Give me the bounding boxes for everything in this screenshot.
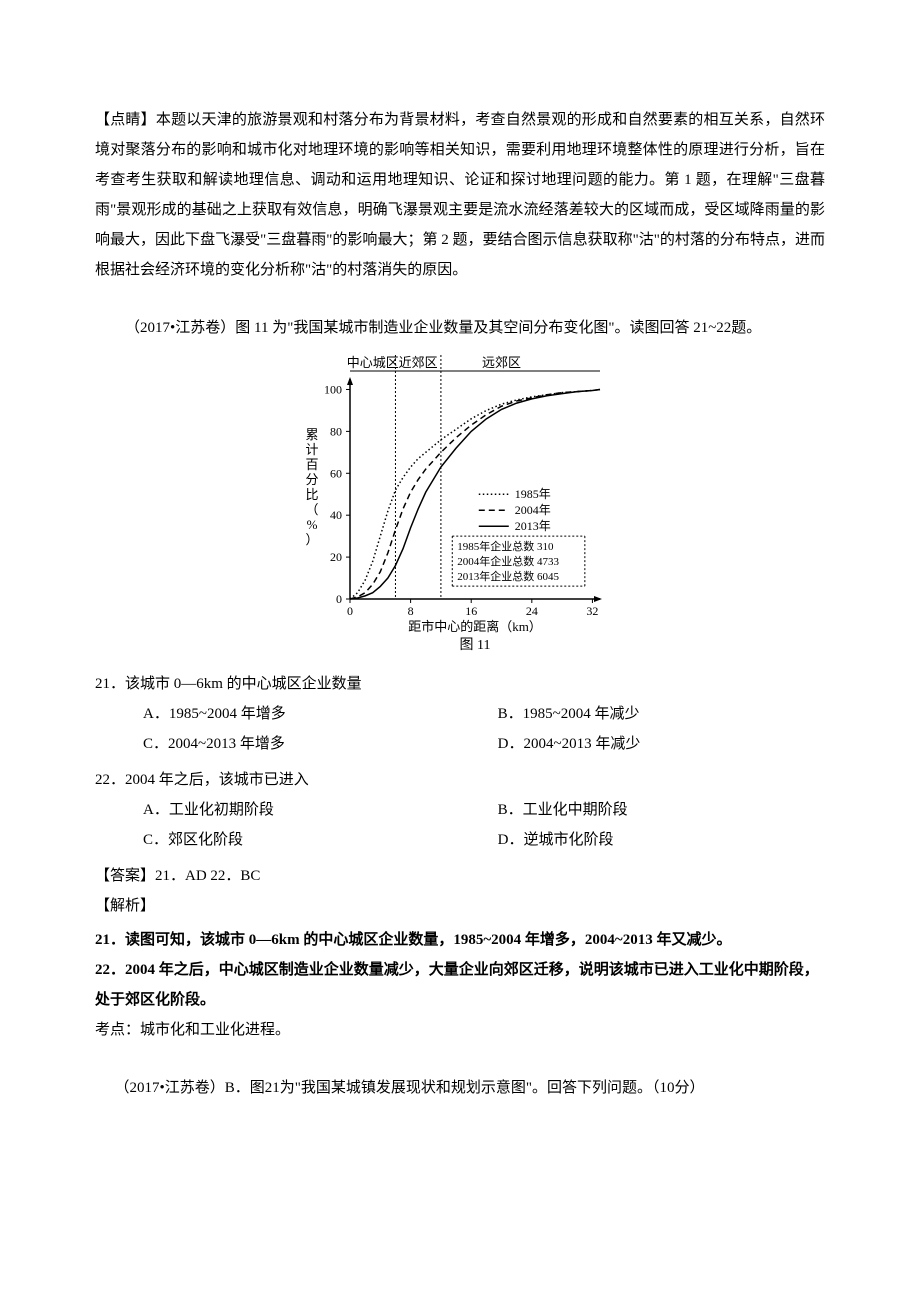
svg-text:40: 40	[330, 508, 342, 522]
question-22-options-row2: C．郊区化阶段 D．逆城市化阶段	[143, 825, 825, 855]
question-22-options-row1: A．工业化初期阶段 B．工业化中期阶段	[143, 795, 825, 825]
q22-option-b: B．工业化中期阶段	[498, 795, 825, 825]
exam-point: 考点：城市化和工业化进程。	[95, 1015, 825, 1045]
svg-text:0: 0	[336, 592, 342, 606]
svg-text:）: ）	[305, 532, 318, 547]
answers: 【答案】21．AD 22．BC	[95, 861, 825, 891]
svg-text:100: 100	[324, 382, 342, 396]
svg-text:比: 比	[305, 487, 318, 502]
commentary-paragraph: 【点睛】本题以天津的旅游景观和村落分布为背景材料，考查自然景观的形成和自然要素的…	[95, 105, 825, 285]
chart-container: 中心城区近郊区 远郊区 0 20 40 60 80 100 0 8 16 24 32 累计百分比（%） 距市…	[95, 351, 825, 661]
svg-text:2004年: 2004年	[515, 503, 551, 517]
svg-text:近郊区: 近郊区	[399, 355, 438, 370]
svg-text:（: （	[305, 502, 318, 517]
question-22-stem: 22．2004 年之后，该城市已进入	[95, 765, 825, 795]
question-21-stem: 21．该城市 0—6km 的中心城区企业数量	[95, 669, 825, 699]
svg-text:1985年企业总数 310: 1985年企业总数 310	[457, 539, 554, 553]
q21-option-c: C．2004~2013 年增多	[143, 729, 498, 759]
q22-option-d: D．逆城市化阶段	[498, 825, 825, 855]
svg-text:0: 0	[347, 604, 353, 618]
question-intro-2: （2017•江苏卷）B．图21为"我国某城镇发展现状和规划示意图"。回答下列问题…	[95, 1073, 825, 1103]
q21-option-d: D．2004~2013 年减少	[498, 729, 825, 759]
question-21-options-row2: C．2004~2013 年增多 D．2004~2013 年减少	[143, 729, 825, 759]
svg-text:百: 百	[305, 457, 318, 472]
analysis-21: 21．读图可知，该城市 0—6km 的中心城区企业数量，1985~2004 年增…	[95, 925, 825, 955]
q22-option-c: C．郊区化阶段	[143, 825, 498, 855]
analysis-heading: 【解析】	[95, 891, 825, 921]
svg-text:分: 分	[305, 472, 318, 487]
svg-text:%: %	[307, 517, 318, 532]
svg-text:20: 20	[330, 550, 342, 564]
svg-text:2004年企业总数 4733: 2004年企业总数 4733	[457, 554, 559, 568]
svg-text:24: 24	[526, 604, 538, 618]
q21-option-a: A．1985~2004 年增多	[143, 699, 498, 729]
svg-text:远郊区: 远郊区	[482, 355, 521, 370]
svg-text:80: 80	[330, 424, 342, 438]
svg-text:2013年企业总数 6045: 2013年企业总数 6045	[457, 569, 559, 583]
svg-text:8: 8	[408, 604, 414, 618]
svg-text:2013年: 2013年	[515, 519, 551, 533]
svg-text:图 11: 图 11	[460, 638, 491, 653]
svg-text:32: 32	[586, 604, 598, 618]
question-21-options-row1: A．1985~2004 年增多 B．1985~2004 年减少	[143, 699, 825, 729]
question-intro: （2017•江苏卷）图 11 为"我国某城市制造业企业数量及其空间分布变化图"。…	[95, 313, 825, 343]
svg-text:16: 16	[465, 604, 477, 618]
svg-text:1985年: 1985年	[515, 487, 551, 501]
svg-text:距市中心的距离（km）: 距市中心的距离（km）	[408, 619, 542, 634]
svg-text:累: 累	[305, 427, 318, 442]
line-chart: 中心城区近郊区 远郊区 0 20 40 60 80 100 0 8 16 24 32 累计百分比（%） 距市…	[280, 351, 640, 661]
svg-text:计: 计	[305, 442, 318, 457]
q22-option-a: A．工业化初期阶段	[143, 795, 498, 825]
q21-option-b: B．1985~2004 年减少	[498, 699, 825, 729]
analysis-22: 22．2004 年之后，中心城区制造业企业数量减少，大量企业向郊区迁移，说明该城…	[95, 955, 825, 1015]
svg-text:60: 60	[330, 466, 342, 480]
svg-text:中心城区: 中心城区	[347, 355, 399, 370]
